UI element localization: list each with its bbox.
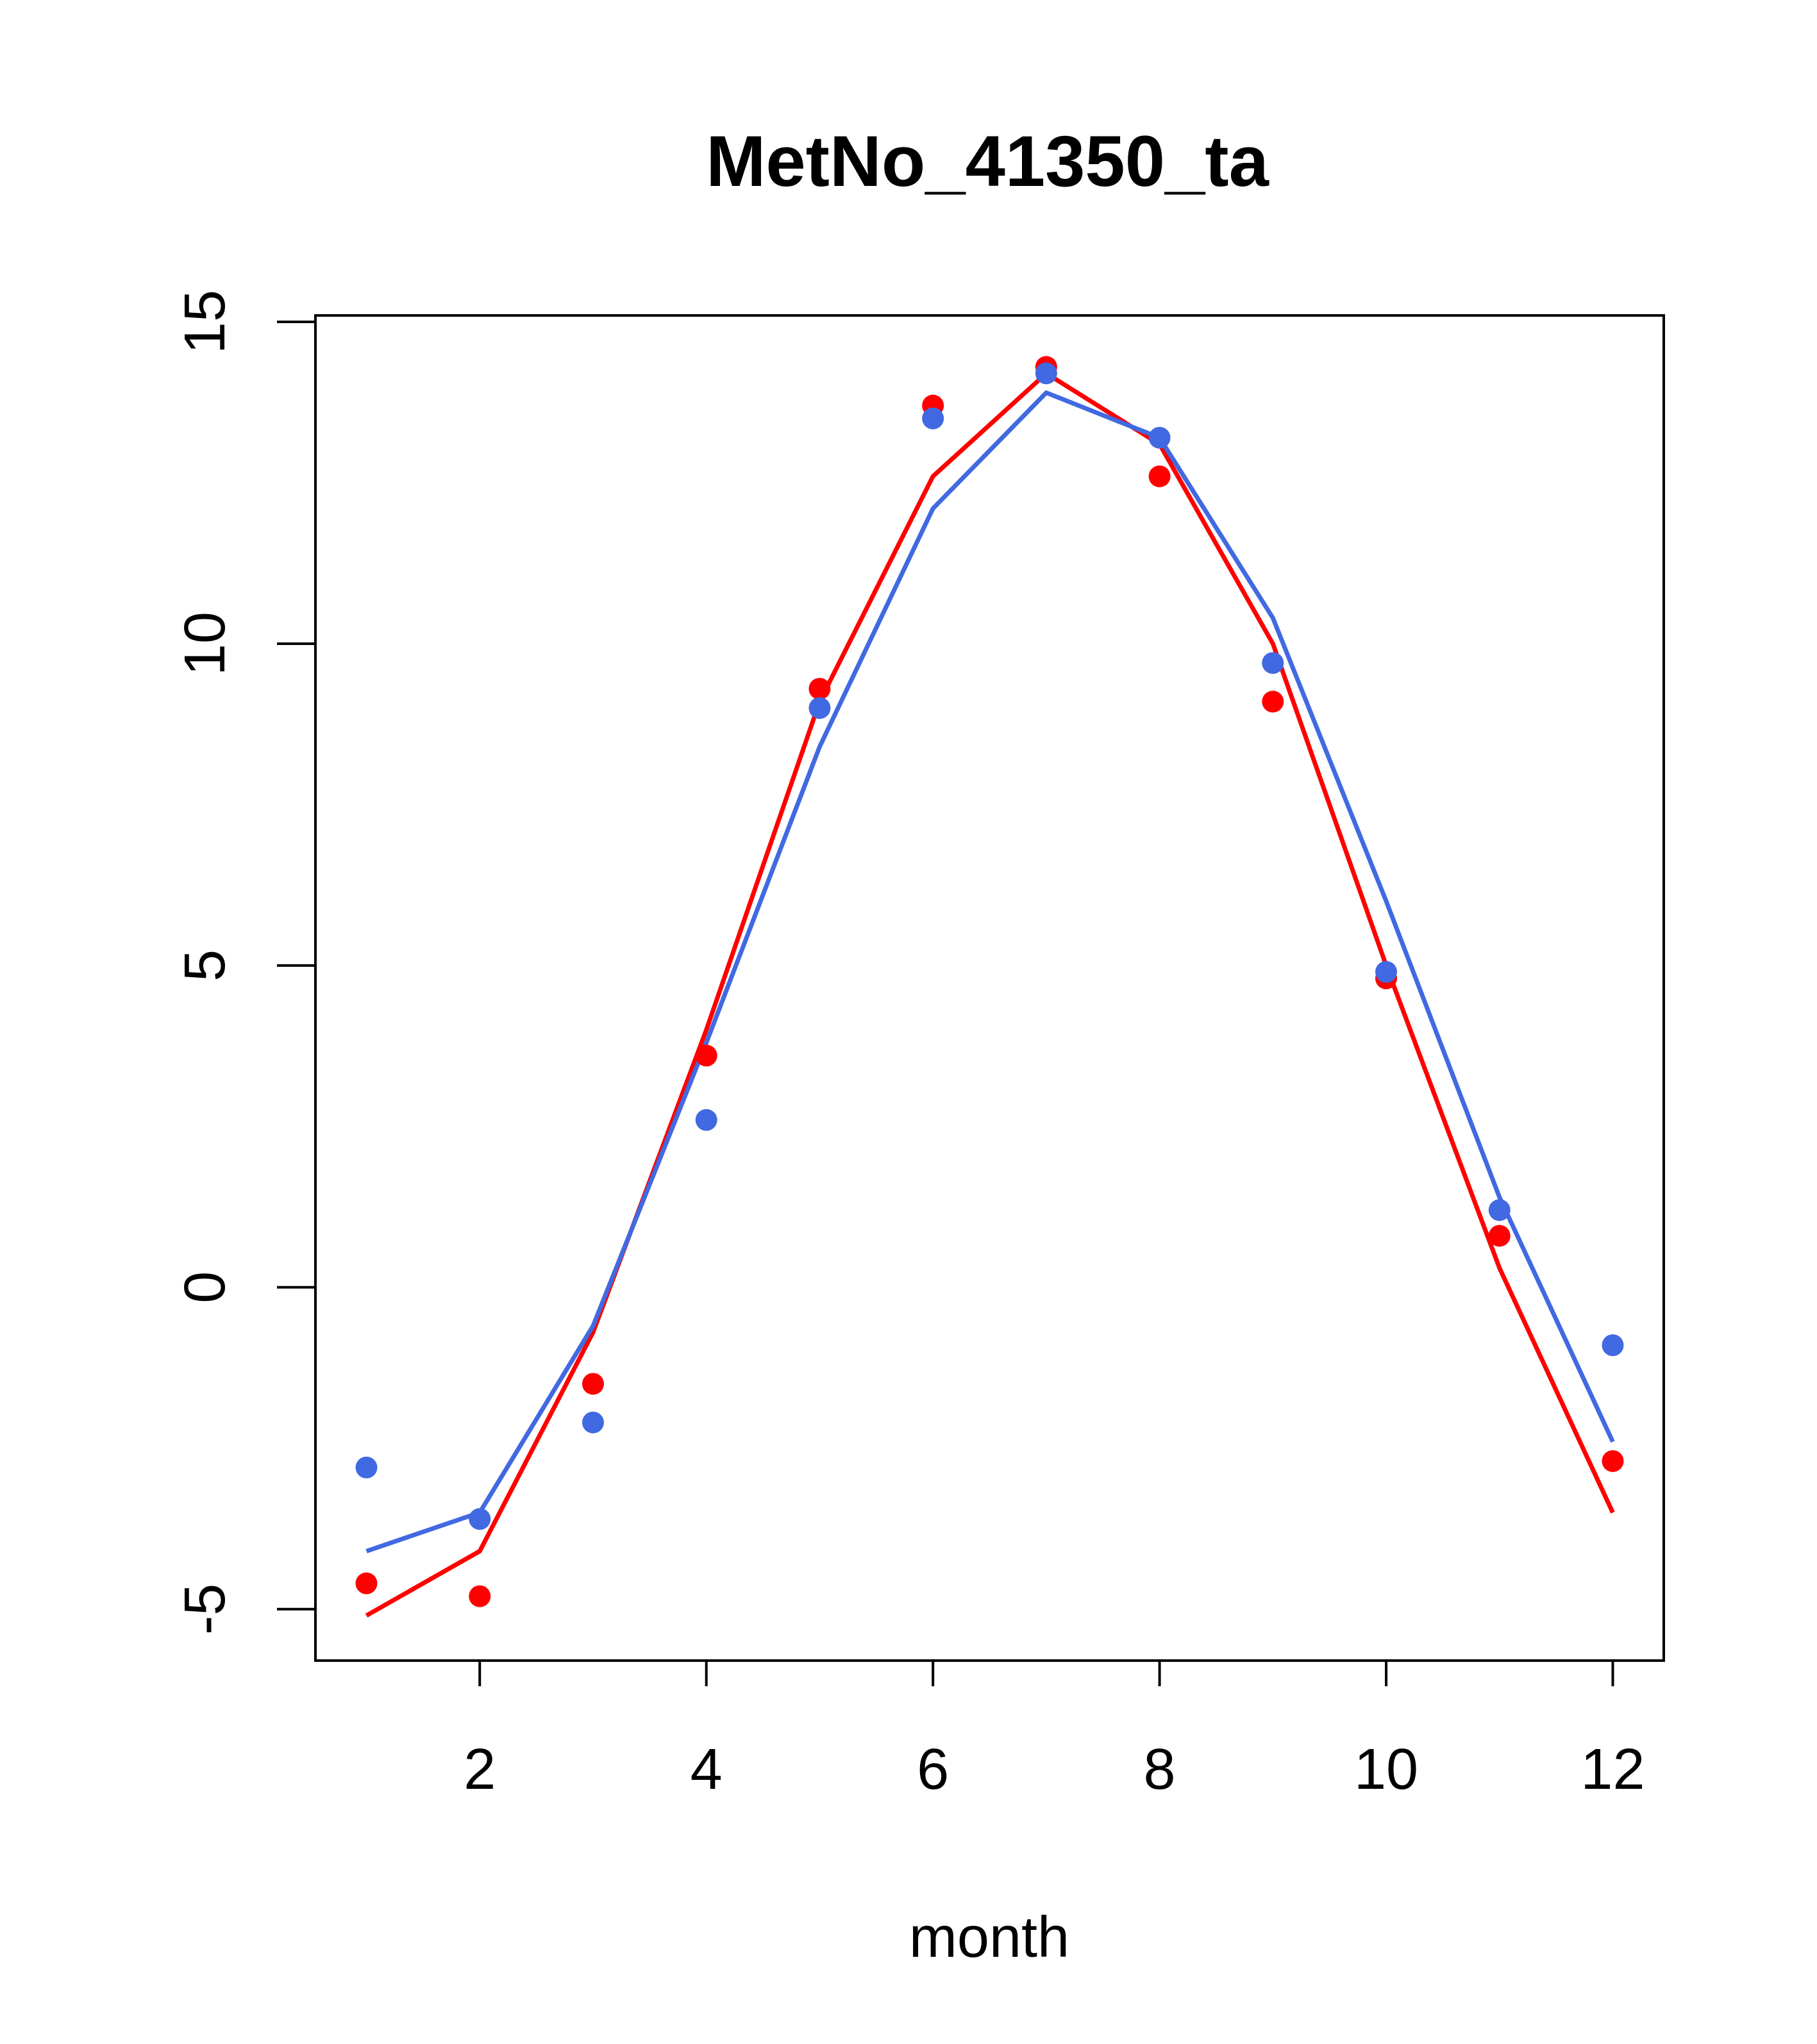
series-2-point (808, 697, 831, 719)
series-lines (365, 371, 1615, 1618)
series-2-point (1602, 1334, 1624, 1357)
series-1-point (1488, 1225, 1511, 1247)
y-tick-label: 15 (173, 290, 237, 354)
series-1-point (1262, 691, 1284, 713)
x-tick-label: 2 (464, 1738, 496, 1802)
x-tick-label: 10 (1354, 1738, 1418, 1802)
series-1-point (808, 678, 831, 700)
x-tick-label: 4 (691, 1738, 723, 1802)
x-tick-label: 8 (1144, 1738, 1176, 1802)
plot-frame (314, 314, 1665, 1662)
series-2-point (1035, 362, 1057, 385)
series-1-point (1148, 465, 1171, 487)
y-tick-label: 5 (173, 950, 237, 982)
x-tick-label: 6 (917, 1738, 949, 1802)
series-1-point (355, 1572, 378, 1595)
series-1-point (1602, 1450, 1624, 1472)
x-axis: 2 4 6 8 10 12 (464, 1659, 1645, 1802)
series-2-point (1375, 960, 1398, 983)
series-2-point (1488, 1199, 1511, 1221)
x-tick-label: 12 (1580, 1738, 1645, 1802)
series-2-point (469, 1508, 491, 1530)
y-axis: -5 0 5 10 15 (173, 290, 317, 1635)
series-1-point (582, 1373, 604, 1395)
series-2-point (582, 1411, 604, 1434)
chart-title: MetNo_41350_ta (706, 121, 1269, 201)
x-axis-label: month (909, 1906, 1069, 1970)
series-1-line (365, 371, 1615, 1618)
y-tick-label: 0 (173, 1271, 237, 1303)
series-2-point (1262, 652, 1284, 674)
series-2-point (922, 407, 944, 430)
y-tick-label: -5 (173, 1584, 237, 1635)
series-2-point (695, 1109, 717, 1131)
series-2-point (355, 1456, 378, 1479)
series-points (355, 356, 1624, 1607)
series-2-line (365, 390, 1615, 1554)
series-1-point (469, 1585, 491, 1607)
series-1-point (695, 1044, 717, 1067)
y-tick-label: 10 (173, 612, 237, 676)
series-2-point (1148, 426, 1171, 449)
